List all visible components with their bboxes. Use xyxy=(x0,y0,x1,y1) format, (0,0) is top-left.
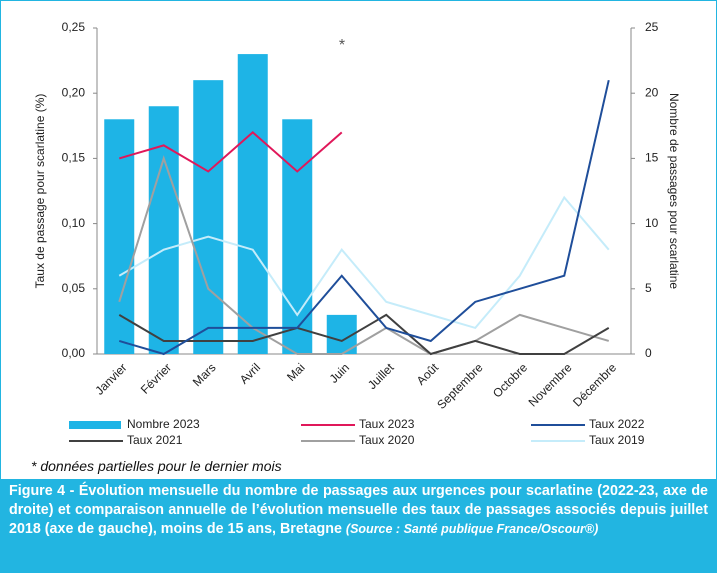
x-tick-label: Juin xyxy=(327,360,352,385)
x-tick-label: Août xyxy=(414,360,442,388)
bar xyxy=(148,106,179,355)
legend-label: Nombre 2023 xyxy=(127,417,200,431)
y2-tick-label: 0 xyxy=(645,346,652,360)
y-tick-label: 0,25 xyxy=(62,20,86,34)
caption: Figure 4 - Évolution mensuelle du nombre… xyxy=(9,483,708,537)
y2-tick-label: 15 xyxy=(645,151,659,165)
x-tick-label: Janvier xyxy=(92,360,129,397)
legend-label: Taux 2019 xyxy=(589,433,645,447)
legend-label: Taux 2021 xyxy=(127,433,183,447)
caption-box: Figure 4 - Évolution mensuelle du nombre… xyxy=(1,479,716,572)
y-tick-label: 0,10 xyxy=(62,216,86,230)
x-tick-label: Septembre xyxy=(434,360,486,412)
line xyxy=(118,313,610,356)
y-tick-label: 0,00 xyxy=(62,346,86,360)
legend-label: Taux 2020 xyxy=(359,433,415,447)
x-tick-label: Février xyxy=(138,360,174,396)
y-tick-label: 0,15 xyxy=(62,151,86,165)
legend-swatch xyxy=(69,421,121,429)
y2-tick-label: 25 xyxy=(645,20,659,34)
line xyxy=(118,79,610,356)
line xyxy=(118,155,610,356)
x-tick-label: Mai xyxy=(284,360,308,384)
legend-label: Taux 2022 xyxy=(589,417,645,431)
x-tick-label: Novembre xyxy=(526,360,575,409)
y2-axis-title: Nombre de passages pour scarlatine xyxy=(667,93,681,289)
y-tick-label: 0,05 xyxy=(62,281,86,295)
x-tick-label: Juillet xyxy=(365,360,397,392)
y2-tick-label: 10 xyxy=(645,216,659,230)
chart: * Taux de passage pour scarlatine (%) No… xyxy=(33,20,681,447)
y-tick-label: 0,20 xyxy=(62,85,86,99)
x-tick-label: Octobre xyxy=(490,360,530,400)
annotation: * xyxy=(339,37,345,54)
source: (Source : Santé publique France/Oscour®) xyxy=(345,522,599,536)
bar xyxy=(193,80,224,354)
line xyxy=(118,195,610,330)
footnote: * données partielles pour le dernier moi… xyxy=(31,458,282,474)
bar xyxy=(237,54,268,355)
y2-tick-label: 20 xyxy=(645,85,659,99)
y-axis-title: Taux de passage pour scarlatine (%) xyxy=(33,94,47,289)
legend-label: Taux 2023 xyxy=(359,417,415,431)
x-tick-label: Mars xyxy=(190,360,219,389)
x-tick-label: Avril xyxy=(237,360,263,386)
y2-tick-label: 5 xyxy=(645,281,652,295)
bar xyxy=(282,119,313,354)
x-tick-label: Décembre xyxy=(570,360,619,409)
line xyxy=(118,130,343,173)
